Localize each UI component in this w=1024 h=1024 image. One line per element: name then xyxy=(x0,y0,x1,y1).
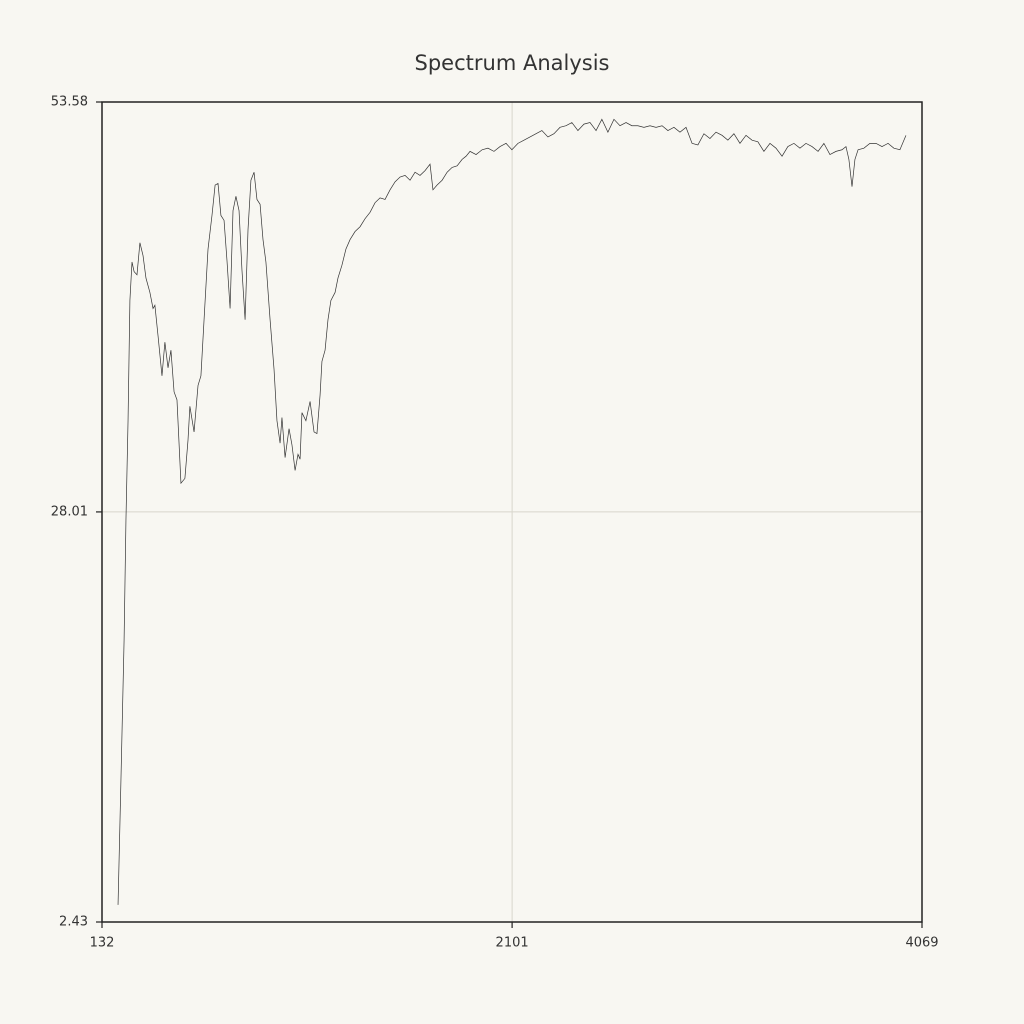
x-tick-label: 132 xyxy=(90,936,115,951)
y-tick-label: 2.43 xyxy=(59,915,88,930)
x-tick-label: 2101 xyxy=(496,936,529,951)
x-tick-label: 4069 xyxy=(905,936,938,951)
plot-frame xyxy=(101,101,923,923)
y-tick-label: 28.01 xyxy=(51,504,88,519)
chart-title: Spectrum Analysis xyxy=(415,51,610,75)
y-tick-label: 53.58 xyxy=(51,95,88,110)
data-line xyxy=(117,118,907,905)
